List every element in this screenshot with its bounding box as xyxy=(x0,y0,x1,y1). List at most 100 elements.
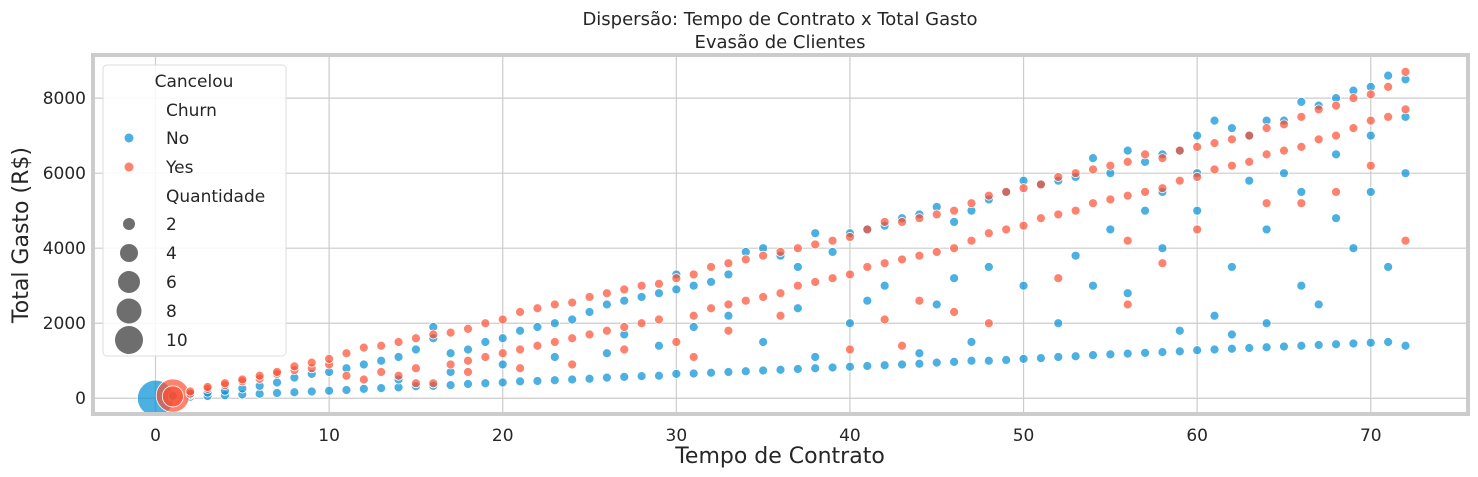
data-point-no xyxy=(549,375,560,386)
legend-size-marker-6 xyxy=(118,271,140,293)
data-point-no xyxy=(306,386,317,397)
data-point-no xyxy=(1192,205,1203,216)
data-point-yes xyxy=(1383,81,1394,92)
data-point-yes xyxy=(1296,142,1307,152)
data-point-no xyxy=(1296,280,1307,291)
data-point-yes xyxy=(1140,187,1150,197)
data-point-yes xyxy=(1018,183,1029,194)
data-point-yes xyxy=(1296,111,1307,122)
data-point-no xyxy=(1244,343,1255,353)
data-point-yes xyxy=(584,329,595,340)
data-point-no xyxy=(810,363,821,374)
data-point-yes xyxy=(1226,160,1237,171)
data-point-yes xyxy=(914,250,925,261)
data-point-yes xyxy=(1053,273,1064,284)
data-point-no xyxy=(1279,168,1289,179)
data-point-yes xyxy=(654,278,664,289)
data-point-no xyxy=(1383,70,1394,81)
data-point-no xyxy=(1192,345,1203,356)
data-point-yes xyxy=(1261,123,1272,134)
x-tick-label: 70 xyxy=(1360,426,1382,446)
data-point-no xyxy=(845,361,855,372)
data-point-yes xyxy=(914,295,925,306)
x-tick-label: 50 xyxy=(1013,426,1035,446)
data-point-no xyxy=(1261,318,1272,329)
legend-label-no: No xyxy=(166,129,189,149)
legend-size-label-8: 8 xyxy=(166,302,177,322)
chart-title: Dispersão: Tempo de Contrato x Total Gas… xyxy=(582,9,977,30)
data-point-yes xyxy=(1400,104,1411,115)
data-point-yes xyxy=(654,314,664,325)
data-point-no xyxy=(1209,115,1220,126)
data-point-yes xyxy=(445,359,456,370)
data-point-yes xyxy=(1383,111,1394,122)
data-point-no xyxy=(1313,299,1324,310)
data-point-yes xyxy=(515,307,525,317)
data-point-yes xyxy=(740,254,751,265)
data-point-no xyxy=(532,376,543,386)
data-point-yes xyxy=(1122,157,1133,167)
data-point-no xyxy=(289,387,300,398)
data-point-yes xyxy=(463,355,473,366)
data-point-no xyxy=(1053,352,1064,362)
data-point-yes xyxy=(515,344,525,355)
data-point-no xyxy=(1365,130,1376,141)
data-point-no xyxy=(810,352,821,362)
data-point-yes xyxy=(810,277,821,287)
data-point-yes xyxy=(1365,115,1376,126)
data-point-yes xyxy=(862,224,873,235)
data-point-yes xyxy=(706,262,716,272)
data-point-yes xyxy=(1209,164,1220,175)
data-point-yes xyxy=(324,353,335,364)
data-point-yes xyxy=(1192,224,1203,235)
data-point-yes xyxy=(740,295,751,306)
data-point-yes xyxy=(1400,235,1411,246)
data-point-no xyxy=(636,292,647,302)
data-point-yes xyxy=(966,235,977,246)
y-tick-label: 8000 xyxy=(43,89,86,109)
legend-label-yes: Yes xyxy=(165,158,194,178)
data-point-yes xyxy=(879,314,890,325)
data-point-yes xyxy=(289,361,300,372)
data-point-no xyxy=(845,318,855,329)
data-point-no xyxy=(1157,347,1168,358)
y-tick-label: 0 xyxy=(75,389,86,409)
data-point-no xyxy=(1053,318,1064,329)
data-point-no xyxy=(827,247,838,257)
data-point-yes xyxy=(879,258,890,269)
data-point-no xyxy=(1140,205,1150,216)
data-point-no xyxy=(810,228,821,239)
data-point-yes xyxy=(1331,187,1341,197)
data-point-no xyxy=(1261,342,1272,353)
data-point-yes xyxy=(775,288,786,299)
data-point-no xyxy=(654,340,664,351)
data-point-yes xyxy=(792,243,803,254)
data-point-yes xyxy=(532,340,543,351)
data-point-yes xyxy=(1070,168,1081,179)
data-point-yes xyxy=(758,292,769,302)
legend-marker-no xyxy=(124,133,134,143)
data-point-yes xyxy=(983,190,994,201)
legend-size-marker-2 xyxy=(123,218,135,230)
data-point-no xyxy=(1174,325,1185,336)
data-point-no xyxy=(1105,349,1116,360)
data-point-no xyxy=(688,368,699,379)
data-point-yes xyxy=(341,348,352,359)
data-point-no xyxy=(1122,145,1133,156)
legend-size-label-2: 2 xyxy=(166,215,177,235)
legend-size-marker-8 xyxy=(116,298,142,324)
legend-hue-title: Churn xyxy=(166,101,217,121)
data-point-no xyxy=(480,337,491,347)
data-point-yes xyxy=(1036,179,1046,190)
data-point-yes xyxy=(723,299,734,310)
data-point-no xyxy=(723,269,734,280)
data-point-no xyxy=(792,262,803,272)
data-point-no xyxy=(1226,343,1237,354)
data-point-yes xyxy=(792,280,803,291)
data-point-no xyxy=(688,322,699,332)
data-point-no xyxy=(914,348,925,359)
data-point-yes xyxy=(532,303,543,314)
data-point-yes xyxy=(897,217,907,227)
data-point-no xyxy=(914,358,925,369)
